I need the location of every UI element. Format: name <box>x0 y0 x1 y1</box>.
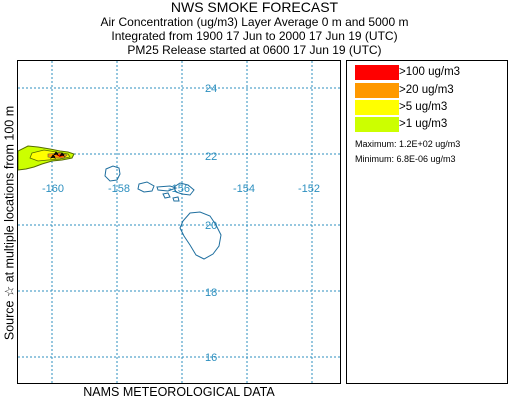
legend-swatch-20 <box>355 83 399 98</box>
lon-label-156: -156 <box>168 183 190 195</box>
lon-label-152: -152 <box>298 183 320 195</box>
forecast-title: NWS SMOKE FORECAST <box>170 0 339 15</box>
lon-label-158: -158 <box>108 183 130 195</box>
hawaii-big-island <box>179 211 222 260</box>
molokai-island <box>156 185 178 192</box>
source-label: Source ☆ at multiple locations from 100 … <box>2 105 16 341</box>
coastlines <box>104 165 222 260</box>
release-info: PM25 Release started at 0600 17 Jun 19 (… <box>127 43 382 57</box>
source-star-3 <box>49 154 57 160</box>
maui-island <box>173 182 195 196</box>
source-star-2 <box>58 152 66 158</box>
lon-label-160: -160 <box>42 183 64 195</box>
oahu-island <box>137 181 155 193</box>
min-concentration: Minimum: 6.8E-06 ug/m3 <box>355 154 456 164</box>
lon-label-154: -154 <box>233 183 255 195</box>
legend-label-5: >5 ug/m3 <box>399 101 448 113</box>
lat-label-20: 20 <box>205 220 217 232</box>
lat-label-16: 16 <box>205 352 217 364</box>
map-canvas: 24 22 20 18 16 -160 -158 -156 -154 -152 <box>17 61 340 383</box>
lat-label-22: 22 <box>205 151 217 163</box>
source-label-container: Source ☆ at multiple locations from 100 … <box>1 61 16 385</box>
legend-swatch-100 <box>355 65 399 80</box>
max-concentration: Maximum: 1.2E+02 ug/m3 <box>355 139 461 149</box>
source-star-1 <box>52 151 60 157</box>
met-data-footer: NAMS METEOROLOGICAL DATA <box>83 385 275 399</box>
legend-label-100: >100 ug/m3 <box>399 66 461 78</box>
lanai-island <box>162 192 171 199</box>
kahoolawe-island <box>172 196 180 202</box>
legend-label-20: >20 ug/m3 <box>399 84 454 96</box>
lat-label-18: 18 <box>205 287 217 299</box>
legend-label-1: >1 ug/m3 <box>399 118 448 130</box>
legend-swatch-1 <box>355 117 399 132</box>
legend-panel: >100 ug/m3 >20 ug/m3 >5 ug/m3 >1 ug/m3 M… <box>346 60 508 384</box>
map-panel: 24 22 20 18 16 -160 -158 -156 -154 -152 <box>17 60 341 384</box>
legend-swatch-5 <box>355 100 399 115</box>
kauai-island <box>104 165 121 182</box>
smoke-plume <box>17 145 75 171</box>
concentration-subtitle: Air Concentration (ug/m3) Layer Average … <box>100 15 409 29</box>
integration-period: Integrated from 1900 17 Jun to 2000 17 J… <box>111 29 398 43</box>
graticule <box>18 61 340 383</box>
lat-label-24: 24 <box>205 83 217 95</box>
